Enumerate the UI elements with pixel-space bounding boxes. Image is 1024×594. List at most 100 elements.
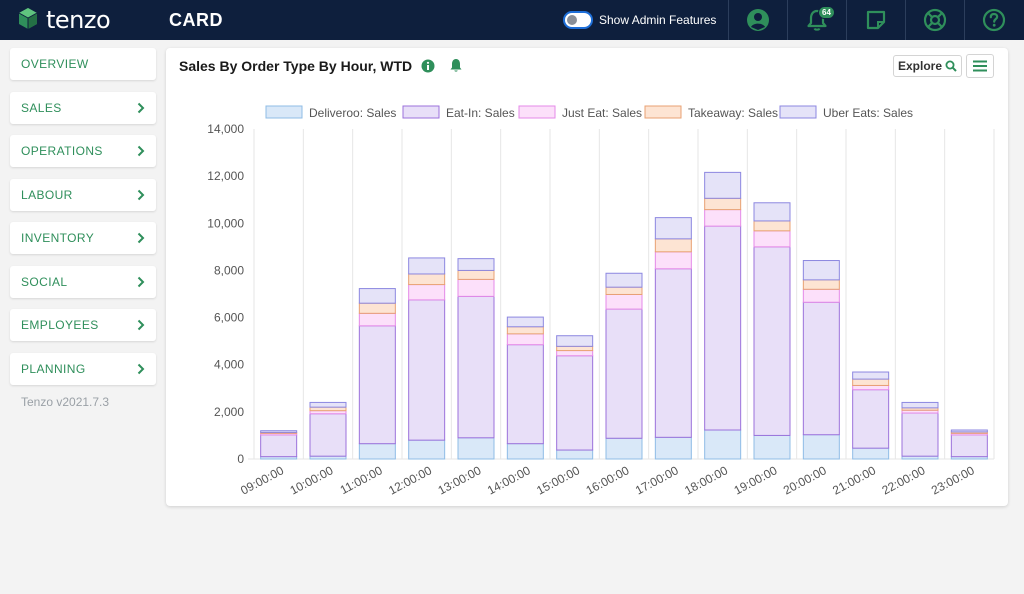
bar-segment — [852, 371, 890, 380]
y-tick-label: 0 — [237, 452, 244, 466]
info-icon[interactable] — [421, 59, 435, 73]
bar-segment — [802, 279, 840, 290]
page-title: CARD — [169, 10, 223, 30]
admin-toggle-label: Show Admin Features — [599, 13, 717, 27]
sidebar-item-label: EMPLOYEES — [21, 318, 99, 332]
bar-segment — [852, 447, 890, 460]
top-bar: tenzo CARD Show Admin Features 64 — [0, 0, 1024, 40]
x-tick-label: 19:00:00 — [732, 463, 780, 497]
bar-segment — [704, 225, 742, 431]
support-button[interactable] — [905, 0, 964, 40]
y-tick-label: 12,000 — [207, 169, 244, 183]
bar-segment — [753, 434, 791, 460]
bar-segment — [556, 449, 594, 460]
bar-segment — [802, 301, 840, 436]
help-button[interactable] — [964, 0, 1023, 40]
legend-swatch — [402, 105, 440, 119]
chevron-right-icon — [137, 102, 145, 113]
user-icon — [747, 9, 769, 31]
tenzo-logo[interactable]: tenzo — [16, 6, 111, 34]
x-tick-label: 17:00:00 — [633, 463, 681, 497]
sidebar-item-label: SALES — [21, 100, 62, 115]
sidebar-item-label: OVERVIEW — [21, 57, 89, 71]
notes-button[interactable] — [846, 0, 905, 40]
bar-segment — [457, 258, 495, 271]
x-tick-label: 21:00:00 — [830, 463, 878, 497]
legend-label: Uber Eats: Sales — [823, 106, 913, 120]
bar-segment — [605, 437, 643, 460]
app-version: Tenzo v2021.7.3 — [21, 395, 110, 409]
profile-button[interactable] — [728, 0, 787, 40]
bar-segment — [457, 295, 495, 439]
bar-segment — [506, 344, 544, 445]
sidebar-item-employees[interactable]: EMPLOYEES — [10, 309, 156, 341]
help-icon — [982, 8, 1006, 32]
alert-bell-icon[interactable] — [449, 58, 463, 73]
legend-swatch — [779, 105, 817, 119]
bar-segment — [654, 436, 692, 460]
tenzo-logo-icon — [18, 8, 38, 29]
bar-segment — [358, 312, 396, 327]
chevron-right-icon — [137, 189, 145, 200]
sidebar-item-overview[interactable]: OVERVIEW — [10, 48, 156, 80]
toggle-switch[interactable] — [563, 11, 593, 29]
legend-label: Takeaway: Sales — [688, 106, 778, 120]
bar-segment — [605, 293, 643, 310]
bar-segment — [260, 430, 298, 433]
top-nav-icons: 64 — [728, 0, 1023, 40]
legend-swatch — [265, 105, 303, 119]
bar-segment — [556, 335, 594, 347]
y-tick-label: 4,000 — [214, 358, 244, 372]
bar-segment — [605, 286, 643, 295]
sidebar-item-label: PLANNING — [21, 361, 86, 376]
bar-segment — [408, 439, 446, 460]
bar-segment — [309, 401, 347, 408]
sidebar-item-label: SOCIAL — [21, 274, 68, 289]
sidebar-item-social[interactable]: SOCIAL — [10, 265, 156, 298]
hamburger-menu-icon — [973, 60, 987, 72]
sidebar-item-planning[interactable]: PLANNING — [10, 352, 156, 385]
y-tick-label: 6,000 — [214, 311, 244, 325]
bar-segment — [802, 434, 840, 460]
bar-segment — [753, 220, 791, 232]
bar-segment — [556, 355, 594, 451]
x-tick-label: 14:00:00 — [485, 463, 533, 497]
bar-segment — [654, 238, 692, 253]
x-tick-label: 23:00:00 — [929, 463, 977, 497]
stacked-bar-chart: 0 2,000 4,000 6,000 8,000 10,000 12,000 14,000 0… — [207, 105, 995, 498]
bar-segment — [408, 273, 446, 286]
admin-features-toggle[interactable]: Show Admin Features — [563, 11, 716, 29]
x-tick-label: 09:00:00 — [238, 463, 286, 497]
chevron-right-icon — [137, 319, 145, 331]
bar-segment — [408, 284, 446, 301]
chevron-right-icon — [137, 232, 145, 244]
bar-segment — [358, 443, 396, 460]
bar-segment — [605, 272, 643, 288]
legend-label: Eat-In: Sales — [446, 106, 515, 120]
chart-menu-button[interactable] — [966, 54, 994, 78]
bar-segment — [852, 389, 890, 449]
sidebar-item-inventory[interactable]: INVENTORY — [10, 222, 156, 254]
bar-segment — [654, 251, 692, 270]
search-icon — [945, 60, 957, 72]
bar-segment — [704, 197, 742, 211]
chevron-right-icon — [137, 363, 145, 374]
bar-segment — [506, 333, 544, 346]
bar-segment — [408, 257, 446, 275]
sidebar-item-label: LABOUR — [21, 187, 73, 202]
bar-segment — [358, 302, 396, 314]
bar-segment — [556, 350, 594, 357]
notifications-button[interactable]: 64 — [787, 0, 846, 40]
bar-segment — [506, 326, 544, 335]
x-tick-label: 20:00:00 — [781, 463, 829, 497]
x-tick-label: 10:00:00 — [288, 463, 336, 497]
sidebar-item-operations[interactable]: OPERATIONS — [10, 135, 156, 167]
legend-swatch — [518, 105, 556, 119]
sidebar-item-labour[interactable]: LABOUR — [10, 178, 156, 211]
bar-segment — [457, 278, 495, 297]
x-tick-label: 13:00:00 — [436, 463, 484, 497]
legend-swatch — [644, 105, 682, 119]
chevron-right-icon — [137, 145, 145, 157]
sidebar-item-sales[interactable]: SALES — [10, 91, 156, 124]
explore-button[interactable]: Explore — [893, 55, 962, 77]
